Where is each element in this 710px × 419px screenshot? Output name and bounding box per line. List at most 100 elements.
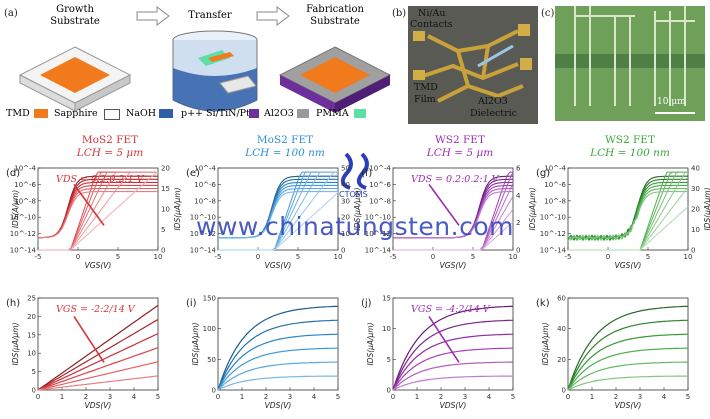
y-axis-label: IDS(A/μm)	[11, 190, 20, 228]
linear-transfer-curve	[218, 192, 339, 251]
output-curve	[392, 375, 513, 391]
y-tick-label: 50	[207, 356, 216, 364]
x-tick-label: 3	[288, 393, 292, 401]
x-axis-label: VDS(V)	[615, 401, 642, 410]
col-title-4: WS2 FET LCH = 100 nm	[560, 134, 700, 160]
output-curve	[217, 305, 339, 391]
x-tick-label: 5	[116, 253, 120, 261]
col-title-3: WS2 FET LCH = 5 μm	[390, 134, 530, 160]
x-tick-label: 4	[312, 393, 317, 401]
x-tick-label: 5	[511, 393, 515, 401]
x-axis-label: VDS(V)	[265, 401, 292, 410]
tmd-text: TMD	[414, 82, 438, 93]
y-right-tick-label: 5	[161, 226, 165, 234]
x-tick-label: -5	[565, 253, 572, 261]
y-right-tick-label: 20	[161, 165, 170, 173]
x-tick-label: 0	[431, 253, 435, 261]
x-tick-label: 5	[686, 393, 690, 401]
chart-h: (h) 0 1 2 3 4 5 VDS(V) 25 20 15 10 5 0 IDS(μA/μm) VGS =…	[6, 295, 160, 411]
x-tick-label: 3	[638, 393, 642, 401]
arrow-icon	[73, 183, 105, 226]
y-right-tick-label: 0	[691, 247, 695, 255]
ni-au-text: Ni/Au	[418, 8, 446, 19]
step-growth-substrate: Growth Substrate	[50, 4, 100, 27]
y-tick-label: 20	[27, 313, 36, 321]
sweep-annotation: VDS = 0.2:0.2:1 V	[56, 174, 145, 185]
output-curve	[37, 304, 159, 391]
y-tick-label: 10^-8	[14, 197, 36, 205]
y-tick-label: 15	[382, 295, 391, 303]
y-tick-label: 10^-12	[190, 230, 216, 238]
x-tick-label: 10	[684, 253, 693, 261]
col-title-2: MoS2 FET LCH = 100 nm	[215, 134, 355, 160]
process-arrows	[136, 6, 290, 26]
y-right-tick-label: 0	[341, 247, 345, 255]
panel-a-label: (a)	[4, 8, 18, 19]
x-tick-label: 0	[76, 253, 80, 261]
y-tick-label: 10	[382, 325, 391, 333]
plot-frame	[392, 297, 514, 391]
y-right-tick-label: 40	[341, 181, 350, 189]
x-tick-label: 1	[590, 393, 594, 401]
al2o3-text: Al2O3	[478, 96, 508, 107]
x-tick-label: 1	[415, 393, 419, 401]
y-tick-label: 10^-14	[365, 247, 392, 255]
y-tick-label: 0	[212, 387, 216, 395]
output-curve	[567, 361, 688, 391]
y-tick-label: 10^-10	[190, 214, 216, 222]
panel-label: (e)	[186, 168, 200, 179]
output-curve	[217, 347, 338, 391]
y-axis-label: IDS(μA/μm)	[11, 322, 20, 365]
chart-j: (j) 0 1 2 3 4 5 VDS(V) 15 10 5 0 IDS(μA/μm) VGS = -4:…	[361, 295, 515, 411]
output-curve	[37, 318, 159, 391]
panel-c-label: (c)	[541, 8, 555, 19]
linear-transfer-curve	[568, 206, 689, 251]
x-tick-label: 3	[108, 393, 112, 401]
legend-al2o3-label: Al2O3	[264, 108, 294, 119]
y-tick-label: 10^-6	[369, 181, 391, 189]
x-tick-label: 10	[154, 253, 163, 261]
plot-frame	[217, 167, 339, 251]
output-curve	[567, 333, 689, 391]
tmd-film	[40, 57, 110, 93]
y-tick-label: 10^-10	[10, 214, 36, 222]
y-right-tick-label: 6	[516, 165, 521, 173]
col-title-2-sub: LCH = 100 nm	[245, 147, 325, 159]
x-tick-label: -5	[35, 253, 42, 261]
y-right-axis-label: IDS(μA/μm)	[528, 187, 537, 230]
y-axis-label: IDS(μA/μm)	[366, 322, 375, 365]
x-tick-label: 2	[614, 393, 618, 401]
x-tick-label: 4	[662, 393, 667, 401]
output-curve	[37, 375, 159, 391]
col-title-3-main: WS2 FET	[435, 134, 485, 146]
y-right-tick-label: 0	[516, 247, 520, 255]
chart-i: (i) 0 1 2 3 4 5 VDS(V) 150 100 50 0 IDS(μA/μm)	[186, 295, 340, 411]
y-tick-label: 10^-6	[544, 181, 566, 189]
step-transfer: Transfer	[188, 10, 232, 21]
y-tick-label: 10^-14	[10, 247, 37, 255]
y-right-tick-label: 30	[691, 185, 700, 193]
y-right-axis-label: IDS(μA/μm)	[353, 187, 362, 230]
y-right-tick-label: 30	[341, 197, 350, 205]
y-right-tick-label: 10	[691, 226, 700, 234]
y-right-tick-label: 15	[161, 185, 170, 193]
panel-label: (i)	[186, 298, 197, 309]
x-axis-label: VGS(V)	[265, 261, 292, 270]
panel-label: (h)	[6, 298, 20, 309]
output-curve	[217, 361, 338, 391]
sweep-annotation: VGS = -2:2/14 V	[56, 304, 136, 315]
plot-frame	[217, 297, 339, 391]
panel-label: (k)	[536, 298, 550, 309]
contacts-text: Contacts	[410, 19, 453, 30]
legend-naoh-label: NaOH	[126, 108, 157, 119]
plot-frame	[37, 297, 159, 391]
y-tick-label: 10^-4	[369, 165, 391, 173]
col-title-1-sub: LCH = 5 μm	[76, 147, 144, 159]
x-tick-label: 5	[646, 253, 650, 261]
x-tick-label: 4	[132, 393, 137, 401]
y-right-tick-label: 2	[516, 219, 520, 227]
x-tick-label: -5	[390, 253, 397, 261]
legend-pmma-label: PMMA	[316, 108, 349, 119]
col-title-3-sub: LCH = 5 μm	[426, 147, 494, 159]
legend-si-label: p++ Si/TiN/Pt	[181, 108, 250, 119]
